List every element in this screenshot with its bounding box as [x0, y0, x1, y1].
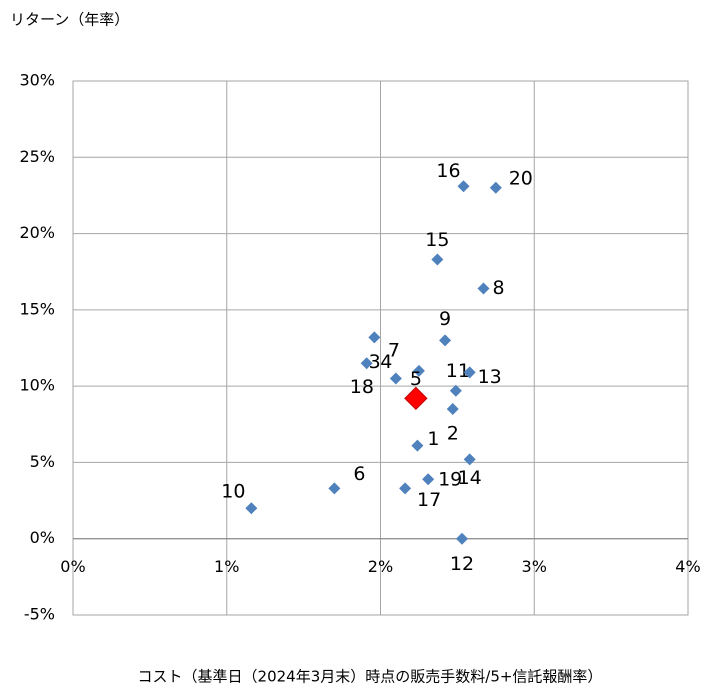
y-tick-label: 0% — [30, 528, 55, 547]
x-tick-label: 2% — [368, 557, 393, 576]
y-axis-title: リターン（年率） — [10, 11, 129, 29]
y-tick-label: -5% — [24, 605, 55, 624]
x-tick-label: 3% — [522, 557, 547, 576]
point-label: 5 — [410, 368, 422, 390]
y-tick-label: 25% — [19, 147, 55, 166]
point-label: 6 — [353, 463, 365, 485]
point-label: 2 — [447, 423, 459, 445]
data-point — [455, 532, 468, 545]
point-label: 20 — [509, 167, 533, 189]
y-tick-label: 15% — [19, 299, 55, 318]
data-point — [404, 386, 428, 411]
point-label: 17 — [417, 489, 441, 511]
data-point — [368, 331, 381, 344]
y-tick-label: 10% — [19, 376, 55, 395]
data-point — [360, 357, 373, 370]
data-point — [463, 453, 476, 466]
data-point — [328, 482, 341, 495]
point-label: 11 — [446, 360, 470, 382]
point-label: 15 — [425, 229, 449, 251]
data-point — [431, 253, 444, 266]
data-point — [477, 282, 490, 295]
x-tick-label: 4% — [675, 557, 700, 576]
point-label: 7 — [388, 339, 400, 361]
point-label: 10 — [221, 481, 245, 503]
data-point — [489, 181, 502, 194]
x-tick-label: 1% — [214, 557, 239, 576]
point-label: 1 — [427, 428, 439, 450]
point-label: 8 — [492, 277, 504, 299]
data-point — [245, 502, 258, 515]
data-point — [399, 482, 412, 495]
data-point — [463, 366, 476, 379]
point-label: 18 — [350, 376, 374, 398]
y-tick-label: 20% — [19, 223, 55, 242]
data-point — [439, 334, 452, 347]
x-tick-label: 0% — [60, 557, 85, 576]
point-label: 12 — [450, 553, 474, 575]
point-label: 3 — [369, 351, 381, 373]
data-point — [457, 180, 470, 193]
data-point — [389, 372, 402, 385]
data-point — [411, 439, 424, 452]
data-point — [422, 473, 435, 486]
data-point — [446, 403, 459, 416]
point-label: 16 — [436, 160, 460, 182]
point-label: 14 — [458, 467, 482, 489]
point-label: 4 — [380, 351, 392, 373]
data-point — [412, 364, 425, 377]
x-axis-title: コスト（基準日（2024年3月末）時点の販売手数料/5+信託報酬率） — [138, 668, 603, 686]
y-tick-label: 5% — [30, 452, 55, 471]
point-label: 19 — [438, 469, 462, 491]
point-label: 9 — [439, 308, 451, 330]
point-label: 13 — [478, 366, 502, 388]
y-tick-label: 30% — [19, 71, 55, 90]
data-point — [449, 384, 462, 397]
